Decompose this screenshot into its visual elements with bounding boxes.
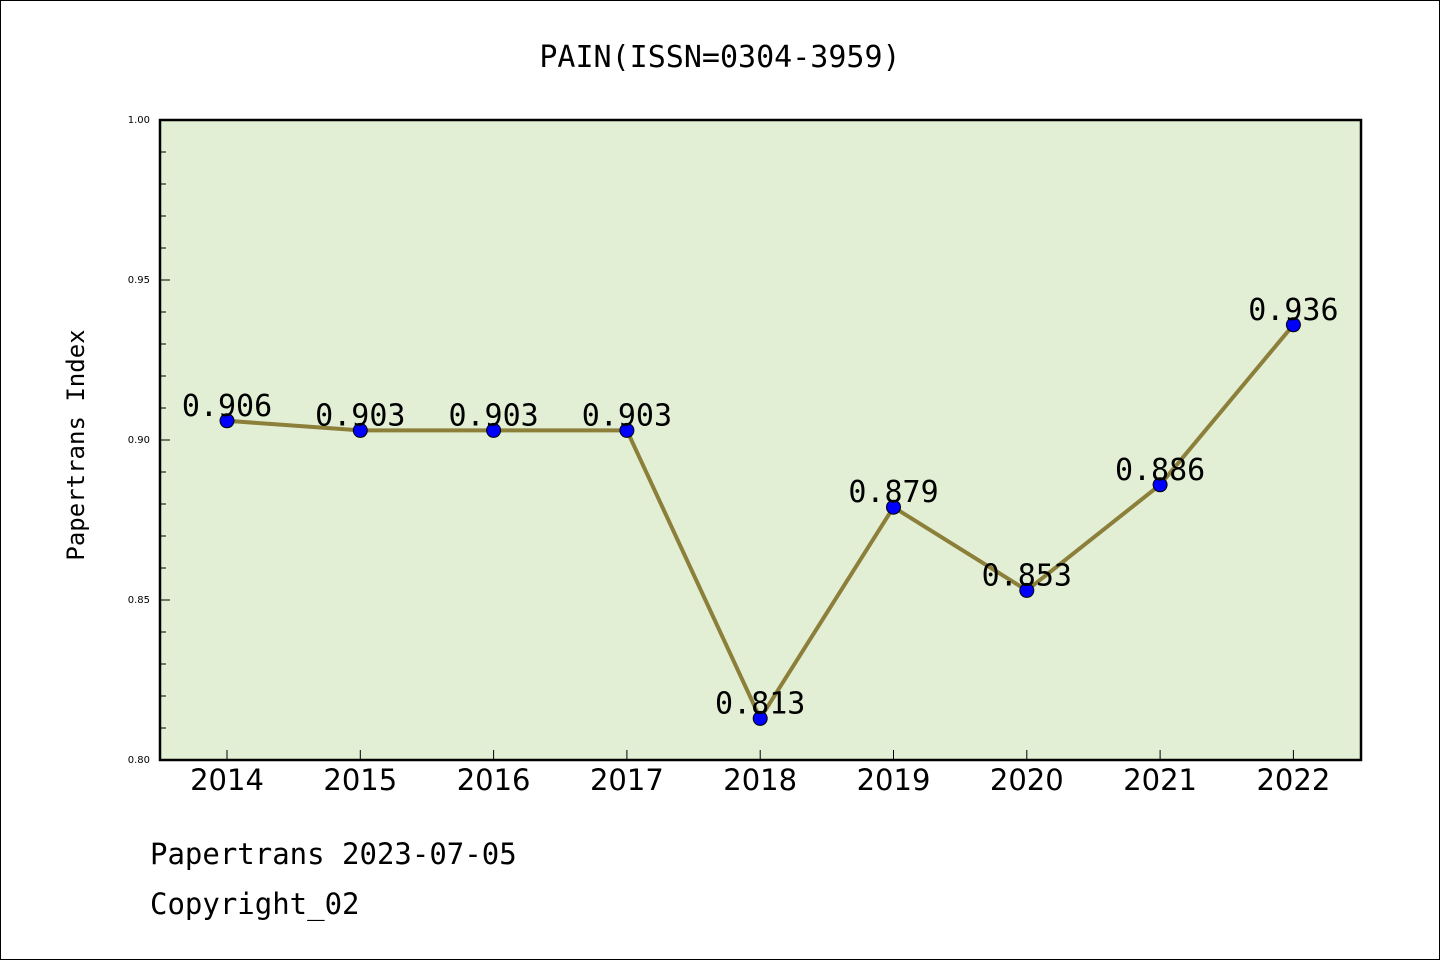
x-tick-label: 2020 bbox=[990, 763, 1064, 797]
x-axis: 2014 2015 2016 2017 2018 2019 2020 2021 2022 bbox=[190, 750, 1330, 797]
x-tick-label: 2016 bbox=[457, 763, 531, 797]
data-label: 0.853 bbox=[982, 558, 1072, 593]
data-point bbox=[752, 710, 768, 726]
data-point bbox=[1285, 317, 1301, 333]
x-tick-label: 2021 bbox=[1123, 763, 1197, 797]
footer-date: Papertrans 2023-07-05 bbox=[150, 837, 517, 871]
data-label: 0.886 bbox=[1115, 453, 1205, 488]
data-label: 0.903 bbox=[448, 398, 538, 433]
data-point bbox=[886, 499, 901, 515]
x-tick-label: 2019 bbox=[857, 763, 931, 797]
data-point bbox=[486, 422, 502, 438]
data-label: 0.903 bbox=[315, 398, 405, 433]
data-point bbox=[352, 422, 368, 438]
data-label: 0.879 bbox=[848, 475, 938, 510]
footer-copyright: Copyright_02 bbox=[150, 887, 360, 922]
data-point bbox=[1152, 477, 1168, 493]
y-tick-label: 0.90 bbox=[128, 435, 150, 446]
data-label: 0.936 bbox=[1248, 293, 1338, 328]
x-tick-label: 2018 bbox=[723, 763, 797, 797]
y-tick-label: 0.85 bbox=[128, 595, 150, 606]
y-tick-label: 1.00 bbox=[128, 115, 150, 126]
chart-title: PAIN(ISSN=0304-3959) bbox=[539, 40, 900, 75]
y-axis-label: Papertrans Index bbox=[62, 329, 90, 560]
x-tick-label: 2022 bbox=[1256, 763, 1330, 797]
x-tick-label: 2015 bbox=[323, 763, 397, 797]
y-tick-label: 0.80 bbox=[128, 755, 150, 766]
x-tick-label: 2014 bbox=[190, 763, 264, 797]
data-point bbox=[219, 413, 235, 429]
y-tick-label: 0.95 bbox=[128, 275, 150, 286]
data-point bbox=[1019, 582, 1035, 598]
data-label: 0.906 bbox=[182, 389, 272, 424]
series-group: 0.906 0.903 0.903 0.903 0.813 0.879 0.853 0.886… bbox=[182, 293, 1339, 726]
plot-area bbox=[158, 118, 1363, 762]
data-label: 0.903 bbox=[582, 398, 672, 433]
data-point bbox=[619, 422, 635, 438]
data-label: 0.813 bbox=[715, 686, 805, 721]
y-axis: 0.80 0.85 0.90 0.95 1.00 bbox=[128, 115, 170, 766]
x-tick-label: 2017 bbox=[590, 763, 664, 797]
